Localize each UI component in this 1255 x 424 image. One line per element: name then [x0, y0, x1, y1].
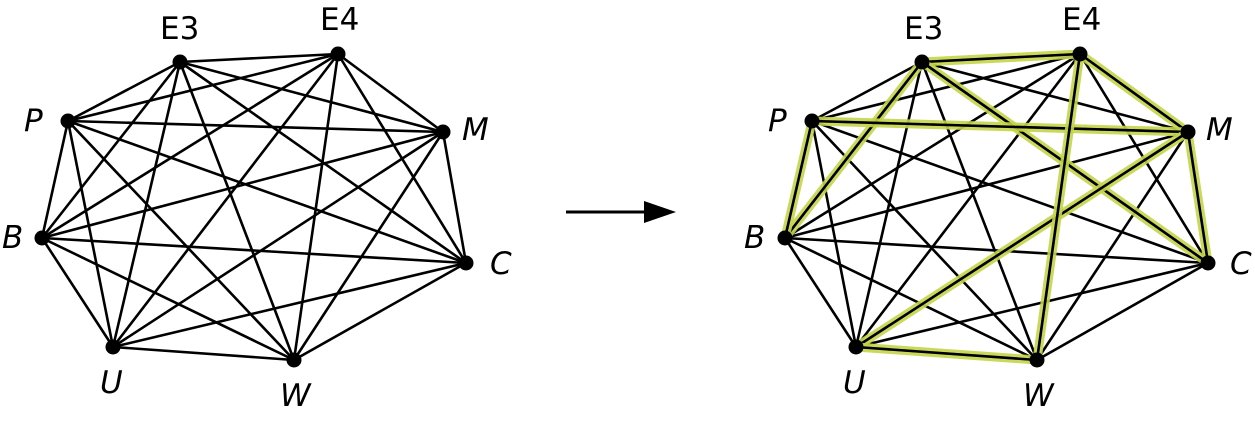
edge-c-u [111, 261, 468, 349]
highlighted-edge-center [810, 119, 1190, 134]
arrow-head [644, 201, 676, 223]
edge-p-c [810, 119, 1210, 265]
vertex-e3 [172, 54, 188, 70]
vertex-u [105, 339, 121, 355]
edge-e3-w [178, 60, 296, 362]
vertex-label-u: U [100, 365, 123, 401]
edge-e4-w [292, 52, 340, 362]
edge-p-m [66, 119, 445, 134]
edge-b-u [783, 236, 858, 349]
highlighted-edge-center [783, 119, 814, 240]
edge-e4-u [854, 52, 1082, 349]
vertex-label-b: B [2, 220, 23, 256]
vertex-label-m: M [1206, 112, 1233, 148]
edge-m-w [1035, 130, 1190, 362]
vertex-label-u: U [843, 365, 866, 401]
vertex-label-b: B [744, 220, 765, 256]
vertex-b [777, 230, 793, 246]
highlighted-edge-center [1035, 52, 1082, 362]
edge-c-w [292, 261, 468, 362]
edge-e4-p [810, 52, 1082, 123]
edge-e3-p [66, 60, 182, 123]
highlighted-edge-center [1078, 52, 1190, 134]
vertex-label-e3: E3 [904, 11, 943, 47]
vertex-label-w: W [1023, 378, 1055, 414]
edge-e4-u [111, 52, 340, 349]
edge-m-c [441, 130, 468, 265]
vertex-label-m: M [462, 112, 489, 148]
edge-e3-m [920, 60, 1190, 134]
vertex-w [286, 352, 302, 368]
vertex-p [804, 113, 820, 129]
vertex-w [1029, 352, 1045, 368]
edge-p-u [810, 119, 858, 349]
vertex-label-w: W [280, 378, 312, 414]
edge-p-u [66, 119, 115, 349]
edge-c-w [1035, 261, 1210, 362]
edge-p-b [40, 119, 70, 240]
edge-u-w [111, 345, 296, 362]
highlighted-edge-center [854, 130, 1190, 349]
vertex-label-e4: E4 [1062, 2, 1101, 38]
right-graph-with-highlighted-cycle: E3 E4 P M B C U W [744, 2, 1252, 414]
left-complete-graph: E3 E4 P M B C U W [2, 2, 512, 414]
vertex-p [60, 113, 76, 129]
vertex-u [848, 339, 864, 355]
highlighted-edge-center [783, 60, 924, 240]
vertex-label-p: P [768, 103, 787, 139]
vertex-c [1200, 255, 1216, 271]
edge-m-b [783, 130, 1190, 240]
edge-p-c [66, 119, 468, 265]
edge-e3-p [810, 60, 924, 123]
edge-e3-w [920, 60, 1039, 362]
edge-e4-p [66, 52, 340, 123]
edge-e4-m [336, 52, 445, 134]
vertex-label-e4: E4 [320, 2, 359, 38]
edge-b-c [40, 236, 468, 265]
transform-arrow [566, 201, 676, 223]
edge-e3-e4 [178, 52, 340, 64]
vertex-b [34, 230, 50, 246]
edge-m-u [111, 130, 445, 349]
edge-m-b [40, 130, 445, 240]
vertex-label-p: P [24, 103, 43, 139]
highlighted-edge-center [854, 345, 1039, 362]
vertex-e4 [1072, 46, 1088, 62]
edge-b-w [40, 236, 296, 362]
edge-e3-m [178, 60, 445, 134]
highlighted-edge-center [1186, 130, 1210, 265]
edge-b-c [783, 236, 1210, 265]
vertex-label-c: C [490, 246, 512, 282]
edge-e4-b [40, 52, 340, 240]
vertex-c [458, 255, 474, 271]
edge-b-w [783, 236, 1039, 362]
edge-m-w [292, 130, 445, 362]
edge-e4-b [783, 52, 1082, 240]
vertex-label-c: C [1230, 246, 1252, 282]
vertex-m [1180, 124, 1196, 140]
edge-e3-b [40, 60, 182, 240]
highlighted-edge-center [920, 52, 1082, 64]
vertex-e4 [330, 46, 346, 62]
edge-p-w [66, 119, 296, 362]
vertex-e3 [914, 54, 930, 70]
edge-c-u [854, 261, 1210, 349]
vertex-m [435, 124, 451, 140]
edge-b-u [40, 236, 115, 349]
vertex-label-e3: E3 [160, 11, 199, 47]
